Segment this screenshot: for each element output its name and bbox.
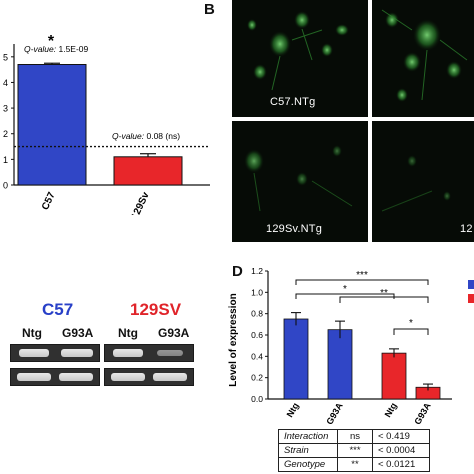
blot-strip-129sv-row2 [104, 368, 194, 386]
panel-d-ylabel: Level of expression [228, 293, 239, 386]
blot-band [113, 349, 143, 357]
strain-label-129sv: 129SV [130, 300, 182, 319]
stats-p: < 0.0004 [372, 443, 430, 458]
lane-label-g93a-1: G93A [62, 326, 94, 340]
panel-a-bar [113, 156, 183, 186]
blot-band [157, 350, 183, 356]
stats-p: < 0.419 [372, 429, 430, 444]
panel-a-qvalue-1: Q-value: 1.5E-09 [24, 44, 89, 54]
table-row: Genotype ** < 0.0121 [278, 457, 430, 472]
panel-d-xlabel: Ntg [383, 401, 399, 419]
neuron-stain-image [372, 121, 474, 242]
panel-d-xlabel: G93A [412, 401, 433, 427]
sig-bracket-3 [339, 296, 429, 303]
legend-swatch-red [468, 294, 474, 303]
label-bottom-right-partial: 12 [460, 223, 473, 235]
panel-d-bar [283, 318, 309, 400]
stats-term: Interaction [278, 429, 338, 444]
blot-strip-c57-row1 [10, 344, 100, 362]
micro-image-c57-ntg: C57.NTg [232, 0, 368, 117]
panel-d-xlabel: G93A [324, 401, 345, 427]
panel-d-letter: D [232, 263, 243, 280]
panel-a-bar-chart: 0 1 2 3 4 5 * Q-value: 1.5E-09 Q-value: 0.08 … [3, 33, 210, 215]
panel-a-tick-label: 2 [3, 129, 8, 139]
blot-strip-c57-row2 [10, 368, 100, 386]
lane-label-ntg-2: Ntg [118, 326, 138, 340]
panel-d-tick-label: 0.4 [251, 351, 263, 361]
panel-a-tick-label: 5 [3, 52, 8, 62]
strain-label-c57: C57 [42, 300, 74, 319]
panel-a-tick-label: 4 [3, 78, 8, 88]
table-row: Strain *** < 0.0004 [278, 443, 430, 458]
legend-swatch-blue [468, 280, 474, 289]
micro-image-top-right [372, 0, 474, 117]
stats-sig: *** [337, 443, 373, 458]
micro-image-129sv-ntg: 129Sv.NTg [232, 121, 368, 242]
table-row: Interaction ns < 0.419 [278, 429, 430, 444]
blot-band [111, 373, 145, 381]
panel-b-microscopy: C57.NTg 129Sv.NTg 12 [222, 0, 474, 248]
panel-d-xlabel: Ntg [285, 401, 301, 419]
neuron-stain-image [232, 121, 368, 242]
sig-marker-2: * [343, 284, 347, 295]
panel-d-bar-chart: Level of expression 0.0 0.2 0.4 0.6 0.8 1.0 1.… [228, 266, 452, 427]
panel-d-tick-label: 0.0 [251, 394, 263, 404]
label-129sv-ntg: 129Sv.NTg [266, 223, 323, 235]
panel-a-asterisk: * [48, 33, 55, 50]
blot-band [59, 373, 93, 381]
sig-marker-3: ** [380, 288, 388, 299]
panel-d-bar [327, 329, 353, 400]
panel-d-tick-label: 0.2 [251, 373, 263, 383]
lane-label-g93a-2: G93A [158, 326, 190, 340]
panel-a-xlabel-c57: C57 [40, 190, 58, 212]
stats-p: < 0.0121 [372, 457, 430, 472]
panel-d-tick-label: 1.0 [251, 287, 263, 297]
neuron-stain-image [232, 0, 368, 117]
panel-a-xlabel-129sv: 129Sv [130, 190, 152, 215]
sig-bracket-1 [295, 279, 429, 285]
stats-sig: ** [337, 457, 373, 472]
sig-bracket-4 [393, 328, 429, 335]
stats-term: Genotype [278, 457, 338, 472]
lane-label-ntg-1: Ntg [22, 326, 42, 340]
stats-sig: ns [337, 429, 373, 444]
panel-b-letter: B [204, 1, 215, 18]
panel-a-qvalue-2: Q-value: 0.08 (ns) [112, 131, 180, 141]
panel-d-bar [381, 352, 407, 400]
panel-a-tick-label: 1 [3, 155, 8, 165]
blot-band [17, 373, 51, 381]
blot-strip-129sv-row1 [104, 344, 194, 362]
label-c57-ntg: C57.NTg [270, 96, 316, 108]
panel-a-tick-label: 0 [3, 181, 8, 191]
panel-d-tick-label: 1.2 [251, 266, 263, 276]
blot-band [61, 349, 93, 357]
panel-d-tick-label: 0.6 [251, 330, 263, 340]
sig-marker-1: *** [356, 270, 368, 281]
sig-marker-4: * [409, 318, 413, 329]
neuron-stain-image [372, 0, 474, 117]
panel-a-bar [17, 64, 87, 186]
panel-d-tick-label: 0.8 [251, 309, 263, 319]
micro-image-bottom-right: 12 [372, 121, 474, 242]
stats-table: Interaction ns < 0.419 Strain *** < 0.00… [278, 429, 430, 472]
blot-band [153, 373, 187, 381]
panel-a-tick-label: 3 [3, 104, 8, 114]
blot-band [19, 349, 49, 357]
stats-term: Strain [278, 443, 338, 458]
